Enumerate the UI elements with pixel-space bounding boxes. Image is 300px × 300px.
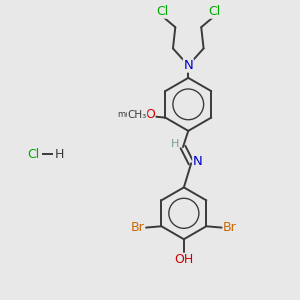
Text: H: H	[55, 148, 64, 161]
Text: Cl: Cl	[208, 5, 220, 18]
Text: Br: Br	[223, 221, 237, 234]
Text: methyl: methyl	[117, 110, 146, 119]
Text: OH: OH	[174, 253, 194, 266]
Text: CH₃: CH₃	[128, 110, 147, 120]
Text: Cl: Cl	[156, 5, 168, 18]
Text: O: O	[145, 108, 155, 121]
Text: N: N	[193, 155, 202, 168]
Text: Cl: Cl	[28, 148, 40, 161]
Text: Br: Br	[131, 221, 145, 234]
Text: N: N	[183, 59, 193, 72]
Text: H: H	[170, 139, 179, 148]
